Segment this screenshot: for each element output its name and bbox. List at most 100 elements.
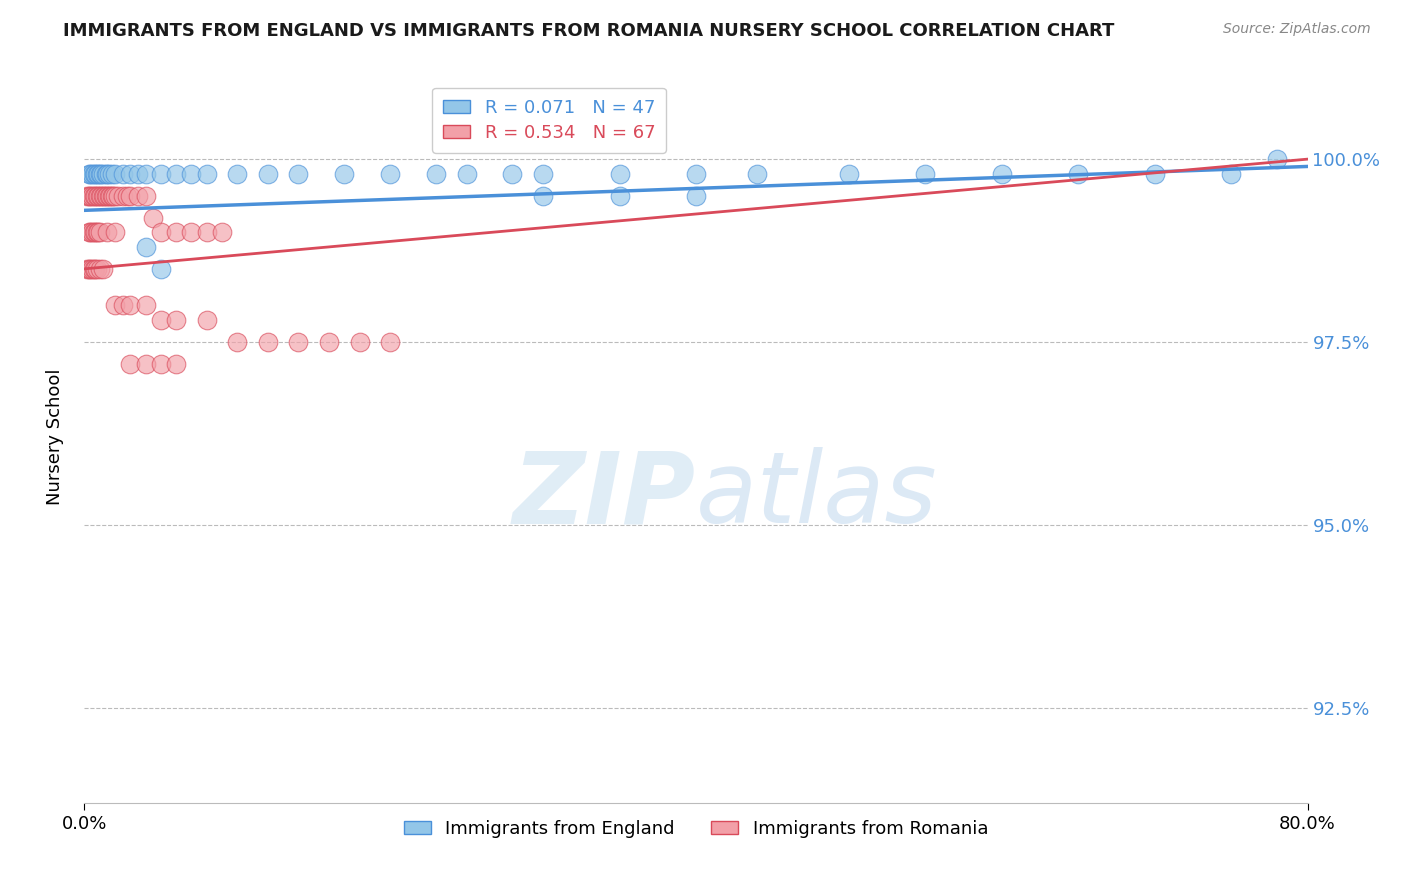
Point — [838, 167, 860, 181]
Point — [87, 167, 110, 181]
Point — [257, 334, 280, 349]
Point — [97, 188, 120, 202]
Point — [195, 225, 218, 239]
Point — [80, 167, 103, 181]
Point — [685, 188, 707, 202]
Point — [425, 167, 447, 181]
Point — [149, 167, 172, 181]
Point — [104, 298, 127, 312]
Point — [83, 188, 105, 202]
Point — [104, 167, 127, 181]
Point — [142, 211, 165, 225]
Point — [135, 357, 157, 371]
Point — [96, 188, 118, 202]
Point — [115, 188, 138, 202]
Point — [91, 167, 114, 181]
Point — [1220, 167, 1243, 181]
Point — [165, 313, 187, 327]
Point — [135, 188, 157, 202]
Point — [226, 167, 249, 181]
Point — [77, 167, 100, 181]
Point — [104, 188, 127, 202]
Point — [914, 167, 936, 181]
Point — [77, 188, 100, 202]
Point — [87, 225, 110, 239]
Text: Source: ZipAtlas.com: Source: ZipAtlas.com — [1223, 22, 1371, 37]
Point — [380, 167, 402, 181]
Point — [86, 261, 108, 276]
Point — [120, 167, 142, 181]
Point — [80, 225, 103, 239]
Point — [101, 167, 124, 181]
Point — [84, 261, 107, 276]
Point — [120, 298, 142, 312]
Point — [77, 261, 100, 276]
Point — [89, 188, 111, 202]
Point — [91, 188, 114, 202]
Point — [83, 167, 105, 181]
Point — [98, 188, 121, 202]
Point — [120, 357, 142, 371]
Point — [165, 167, 187, 181]
Point — [83, 261, 105, 276]
Point — [86, 225, 108, 239]
Point — [135, 167, 157, 181]
Point — [87, 188, 110, 202]
Point — [86, 167, 108, 181]
Point — [127, 188, 149, 202]
Point — [84, 188, 107, 202]
Point — [1067, 167, 1090, 181]
Point — [97, 167, 120, 181]
Point — [83, 225, 105, 239]
Point — [149, 313, 172, 327]
Point — [93, 188, 115, 202]
Point — [149, 225, 172, 239]
Point — [333, 167, 356, 181]
Legend: Immigrants from England, Immigrants from Romania: Immigrants from England, Immigrants from… — [396, 813, 995, 845]
Point — [149, 261, 172, 276]
Point — [226, 334, 249, 349]
Point — [287, 334, 309, 349]
Point — [76, 261, 98, 276]
Text: atlas: atlas — [696, 447, 938, 544]
Point — [318, 334, 340, 349]
Point — [103, 188, 125, 202]
Point — [502, 167, 524, 181]
Point — [135, 298, 157, 312]
Point — [86, 188, 108, 202]
Text: ZIP: ZIP — [513, 447, 696, 544]
Point — [96, 167, 118, 181]
Point — [107, 188, 129, 202]
Point — [165, 225, 187, 239]
Point — [79, 261, 101, 276]
Point — [380, 334, 402, 349]
Point — [89, 167, 111, 181]
Point — [111, 167, 134, 181]
Point — [135, 240, 157, 254]
Point — [456, 167, 478, 181]
Point — [747, 167, 769, 181]
Point — [111, 188, 134, 202]
Point — [84, 167, 107, 181]
Point — [609, 188, 631, 202]
Point — [91, 261, 114, 276]
Point — [120, 188, 142, 202]
Point — [195, 167, 218, 181]
Point — [79, 188, 101, 202]
Point — [79, 167, 101, 181]
Point — [101, 188, 124, 202]
Point — [80, 261, 103, 276]
Point — [76, 188, 98, 202]
Point — [79, 225, 101, 239]
Point — [165, 357, 187, 371]
Point — [257, 167, 280, 181]
Point — [90, 167, 112, 181]
Point — [96, 225, 118, 239]
Point — [149, 357, 172, 371]
Point — [180, 225, 202, 239]
Point — [991, 167, 1014, 181]
Point — [531, 167, 554, 181]
Point — [287, 167, 309, 181]
Y-axis label: Nursery School: Nursery School — [45, 368, 63, 506]
Point — [94, 188, 117, 202]
